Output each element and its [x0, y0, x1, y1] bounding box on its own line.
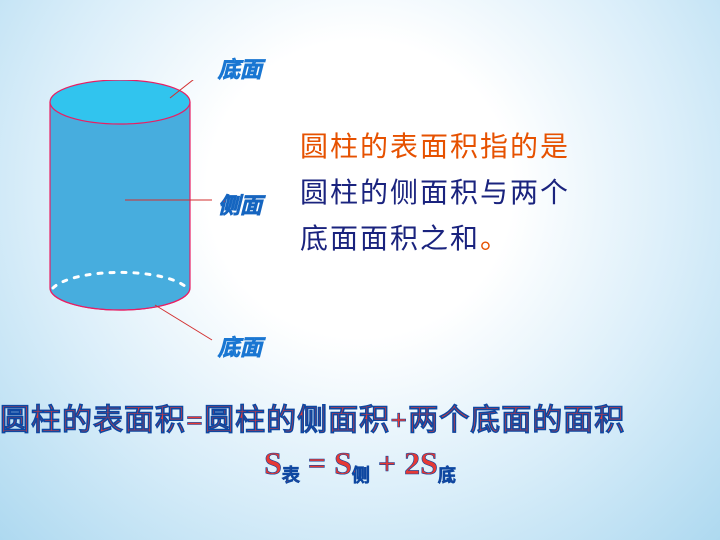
- label-side: 侧面: [218, 188, 262, 220]
- formula-S2: S: [334, 445, 352, 481]
- desc-line1: 圆柱的表面积指的是: [300, 132, 570, 163]
- formula-eq: =: [300, 445, 334, 481]
- formula-text: 圆柱的表面积=圆柱的侧面积+两个底面的面积: [0, 395, 720, 439]
- cylinder-diagram: [45, 80, 305, 380]
- formula-sub2: 侧: [352, 465, 370, 485]
- label-top: 底面: [218, 52, 262, 84]
- formula-S1: S: [264, 445, 282, 481]
- formula-sub3: 底: [438, 465, 456, 485]
- formula-plus: + 2: [370, 445, 420, 481]
- formula-math: S表 = S侧 + 2S底: [0, 445, 720, 487]
- description-block: 圆柱的表面积指的是 圆柱的侧面积与两个 底面面积之和。: [300, 125, 570, 264]
- desc-line2: 圆柱的侧面积与两个: [300, 178, 570, 209]
- formula-S3: S: [420, 445, 438, 481]
- desc-line3a: 底面面积之和: [300, 224, 480, 255]
- desc-line3b: 。: [480, 224, 510, 255]
- label-bottom: 底面: [218, 330, 262, 362]
- formula-sub1: 表: [282, 465, 300, 485]
